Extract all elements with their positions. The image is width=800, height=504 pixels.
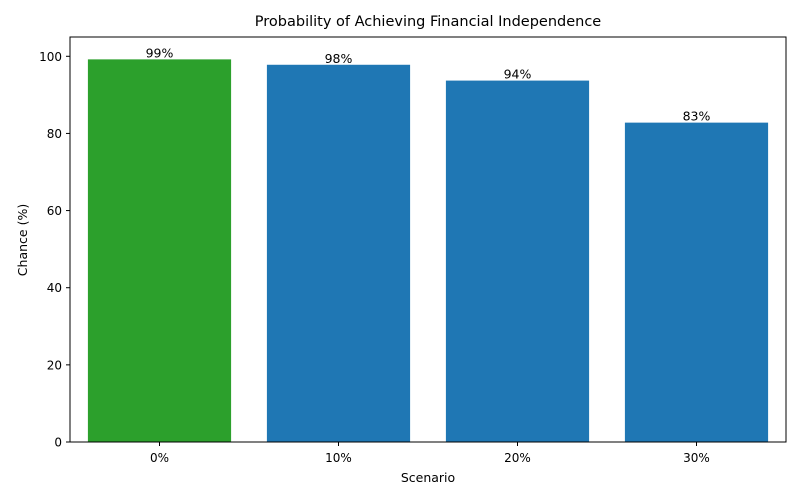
x-tick-label: 20% <box>504 451 531 465</box>
x-axis-label: Scenario <box>401 470 455 485</box>
bar-value-label: 83% <box>683 109 711 124</box>
bar-value-label: 98% <box>325 51 353 66</box>
x-tick-label: 30% <box>683 451 710 465</box>
bar <box>624 122 769 442</box>
bar <box>266 64 411 443</box>
bar <box>87 59 232 443</box>
chart-title: Probability of Achieving Financial Indep… <box>255 14 602 30</box>
plot-frame <box>69 36 787 443</box>
y-tick-label: 60 <box>47 204 62 218</box>
x-tick-label: 0% <box>150 451 169 465</box>
y-tick-label: 0 <box>54 436 62 450</box>
bar-value-label: 99% <box>146 45 174 60</box>
y-tick-label: 20 <box>47 358 62 372</box>
bar-value-label: 94% <box>504 67 532 82</box>
x-tick-label: 10% <box>325 451 352 465</box>
y-axis-label: Chance (%) <box>15 204 30 276</box>
y-tick-label: 40 <box>47 281 62 295</box>
y-tick-label: 100 <box>39 50 62 64</box>
y-tick-label: 80 <box>47 127 62 141</box>
value-labels-layer: 99% 98% 94% 83% <box>146 45 711 123</box>
bar <box>445 80 590 442</box>
bars-layer <box>87 59 769 443</box>
y-axis: 0 20 40 60 80 100 <box>39 50 70 450</box>
x-axis: 0% 10% 20% 30% <box>150 442 710 465</box>
